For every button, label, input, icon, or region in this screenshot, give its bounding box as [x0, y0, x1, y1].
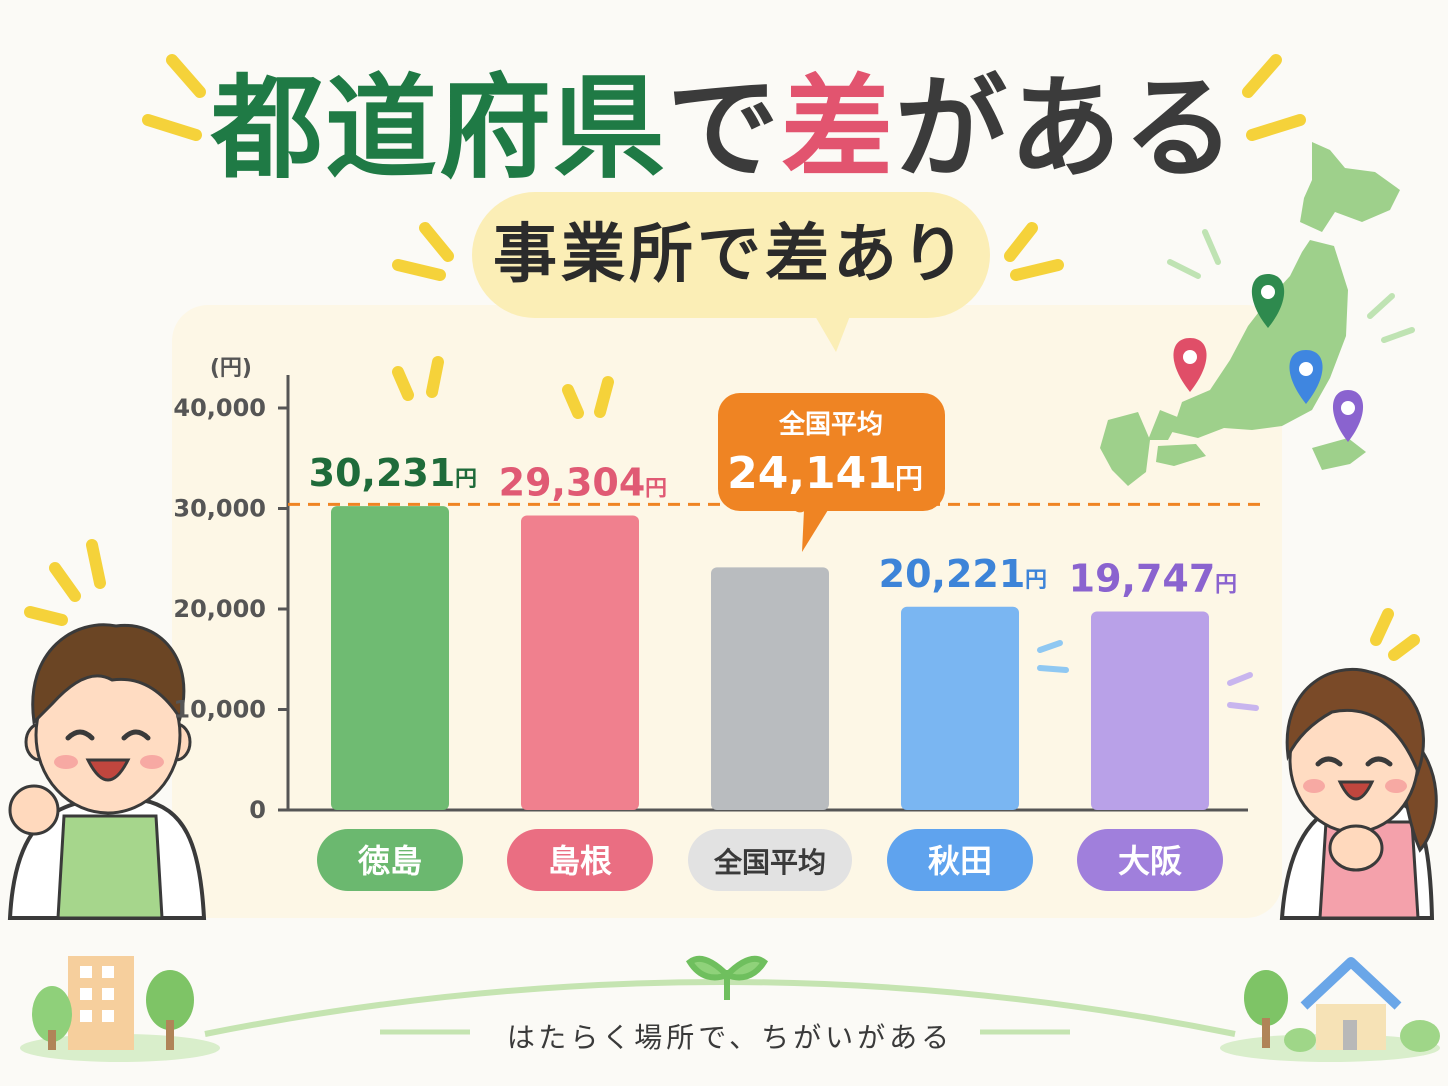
page-title: 都道府県で差がある [0, 38, 1448, 200]
category-pill [887, 829, 1033, 891]
subtitle-bubble: 事業所で差あり [472, 192, 990, 318]
bar-value-unit: 円 [1215, 573, 1237, 598]
title-part-difference: 差 [781, 64, 895, 194]
bar [1091, 611, 1209, 810]
average-callout-tail [802, 510, 828, 552]
average-callout [718, 393, 945, 511]
bar-value-label: 30,231 [309, 451, 456, 495]
category-label: 大阪 [1118, 842, 1182, 880]
y-tick-label: 40,000 [173, 394, 266, 422]
category-label: 全国平均 [713, 846, 826, 879]
category-pill [1077, 829, 1223, 891]
category-pill [507, 829, 653, 891]
bar-value-unit: 円 [645, 476, 667, 501]
category-label: 徳島 [357, 842, 422, 880]
bar [711, 567, 829, 810]
title-part-de: で [667, 64, 781, 194]
average-value-unit: 円 [895, 462, 923, 495]
category-label: 秋田 [928, 842, 992, 880]
category-pill [317, 829, 463, 891]
footer-caption: はたらく場所で、ちがいがある [506, 1021, 954, 1054]
bar-value-label: 29,304 [499, 460, 646, 504]
y-axis-unit: (円) [210, 356, 252, 381]
bar-value-unit: 円 [1025, 568, 1047, 593]
average-label: 全国平均 [778, 409, 883, 440]
average-value: 24,141 [727, 448, 897, 499]
y-tick-label: 20,000 [173, 595, 266, 623]
bar-value-label: 20,221 [879, 552, 1026, 596]
bar [331, 506, 449, 810]
y-tick-label: 0 [249, 796, 266, 824]
bar [521, 515, 639, 810]
title-part-prefecture: 都道府県 [211, 64, 667, 194]
category-pill [688, 829, 852, 891]
bar-value-label: 19,747 [1069, 557, 1216, 601]
y-tick-label: 30,000 [173, 495, 266, 523]
y-tick-label: 10,000 [173, 696, 266, 724]
category-label: 島根 [548, 842, 612, 880]
bar-value-unit: 円 [455, 467, 477, 492]
bar [901, 606, 1019, 810]
title-part-aru: がある [895, 64, 1237, 194]
